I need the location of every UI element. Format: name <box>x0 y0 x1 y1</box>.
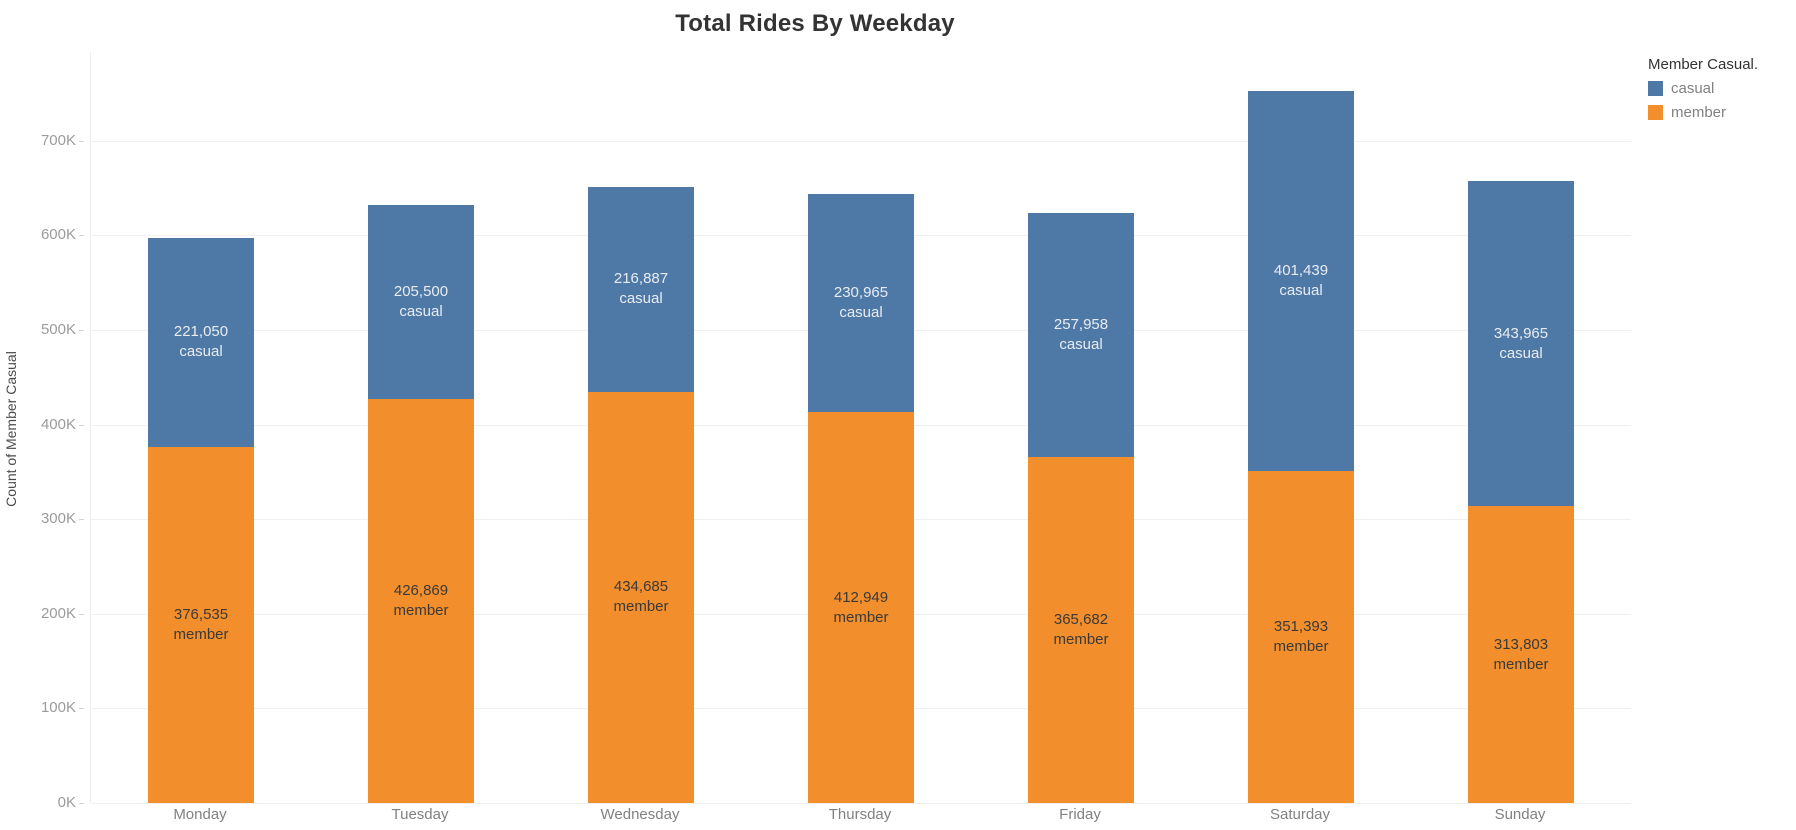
plot-area: 376,535 member 221,050 casual 426,869 member 2… <box>90 52 1631 804</box>
bar-segment-casual-tuesday[interactable]: 205,500 casual <box>368 204 474 400</box>
bar-segment-member-monday[interactable]: 376,535 member <box>148 446 254 803</box>
legend-label-casual: casual <box>1671 80 1715 97</box>
y-tick-mark <box>79 235 84 237</box>
bar-segment-casual-saturday[interactable]: 401,439 casual <box>1248 90 1354 471</box>
bar-value-label: 205,500 <box>393 283 449 301</box>
bar-segment-member-thursday[interactable]: 412,949 member <box>808 412 914 803</box>
bar-series-label: member <box>833 608 889 626</box>
x-tick-label-monday[interactable]: Monday <box>173 806 227 823</box>
bar-value-label: 313,803 <box>1493 635 1549 653</box>
bar-segment-member-wednesday[interactable]: 434,685 member <box>588 391 694 803</box>
bar-series-label: member <box>613 598 669 616</box>
bar-value-label: 351,393 <box>1273 617 1329 635</box>
y-tick-label: 0K <box>57 794 76 811</box>
bar-value-label: 216,887 <box>613 270 669 288</box>
bar-series-label: member <box>1053 631 1109 649</box>
bar-value-label: 230,965 <box>833 284 889 302</box>
bar-segment-member-sunday[interactable]: 313,803 member <box>1468 506 1574 803</box>
bar-series-label: casual <box>399 303 443 321</box>
bar-value-label: 365,682 <box>1053 611 1109 629</box>
bar-value-label: 401,439 <box>1273 261 1329 279</box>
y-tick-mark <box>79 803 84 804</box>
bar-value-label: 221,050 <box>173 323 229 341</box>
bar-value-label: 412,949 <box>833 588 889 606</box>
legend-swatch-casual-icon <box>1648 81 1663 96</box>
y-tick-mark <box>79 613 84 615</box>
bar-segment-casual-monday[interactable]: 221,050 casual <box>148 237 254 447</box>
bar-series-label: casual <box>179 343 223 361</box>
bar-segment-member-friday[interactable]: 365,682 member <box>1028 457 1134 803</box>
x-axis: Monday Tuesday Wednesday Thursday Friday Satu… <box>90 806 1630 828</box>
bar-value-label: 376,535 <box>173 605 229 623</box>
y-tick-label: 400K <box>40 415 76 433</box>
legend-label-member: member <box>1671 104 1727 121</box>
chart-title: Total Rides By Weekday <box>675 10 955 37</box>
bar-segment-casual-sunday[interactable]: 343,965 casual <box>1468 180 1574 507</box>
y-tick-mark <box>79 424 84 426</box>
gridline <box>91 140 1631 142</box>
y-tick-label: 600K <box>40 226 76 244</box>
bar-series-label: casual <box>619 290 663 308</box>
gridline <box>91 803 1631 804</box>
legend: Member Casual. casual member <box>1648 56 1796 128</box>
bar-value-label: 434,685 <box>613 578 669 596</box>
legend-title: Member Casual. <box>1648 56 1759 73</box>
bar-series-label: casual <box>839 304 883 322</box>
y-tick-label: 500K <box>40 321 76 339</box>
bar-segment-casual-friday[interactable]: 257,958 casual <box>1028 213 1134 458</box>
x-tick-label-thursday[interactable]: Thursday <box>828 806 892 823</box>
y-tick-label: 100K <box>40 699 76 717</box>
x-tick-label-friday[interactable]: Friday <box>1059 806 1101 823</box>
x-tick-label-sunday[interactable]: Sunday <box>1494 806 1546 823</box>
bar-value-label: 426,869 <box>393 582 449 600</box>
bar-value-label: 343,965 <box>1493 324 1549 342</box>
y-tick-mark <box>79 708 84 710</box>
bar-series-label: casual <box>1279 281 1323 299</box>
legend-item-member[interactable]: member <box>1648 104 1796 121</box>
y-tick-label: 200K <box>40 604 76 622</box>
bar-segment-member-saturday[interactable]: 351,393 member <box>1248 470 1354 803</box>
bar-segment-member-tuesday[interactable]: 426,869 member <box>368 399 474 803</box>
bar-value-label: 257,958 <box>1053 316 1109 334</box>
bar-series-label: member <box>1493 655 1549 673</box>
y-tick-label: 700K <box>40 131 76 149</box>
y-tick-mark <box>79 330 84 332</box>
y-axis: 0K 100K 200K 300K 400K 500K 600K 700K <box>0 52 84 811</box>
legend-item-casual[interactable]: casual <box>1648 80 1796 97</box>
y-tick-label: 300K <box>40 510 76 528</box>
x-tick-label-saturday[interactable]: Saturday <box>1269 806 1331 823</box>
y-tick-mark <box>79 519 84 521</box>
bar-segment-casual-thursday[interactable]: 230,965 casual <box>808 193 914 413</box>
bar-segment-casual-wednesday[interactable]: 216,887 casual <box>588 186 694 392</box>
legend-swatch-member-icon <box>1648 105 1663 120</box>
bar-series-label: member <box>173 625 229 643</box>
y-tick-mark <box>79 140 84 142</box>
bar-series-label: casual <box>1499 344 1543 362</box>
x-tick-label-wednesday[interactable]: Wednesday <box>600 806 680 823</box>
bar-series-label: casual <box>1059 336 1103 354</box>
bar-series-label: member <box>393 602 449 620</box>
bar-series-label: member <box>1273 637 1329 655</box>
x-tick-label-tuesday[interactable]: Tuesday <box>391 806 449 823</box>
